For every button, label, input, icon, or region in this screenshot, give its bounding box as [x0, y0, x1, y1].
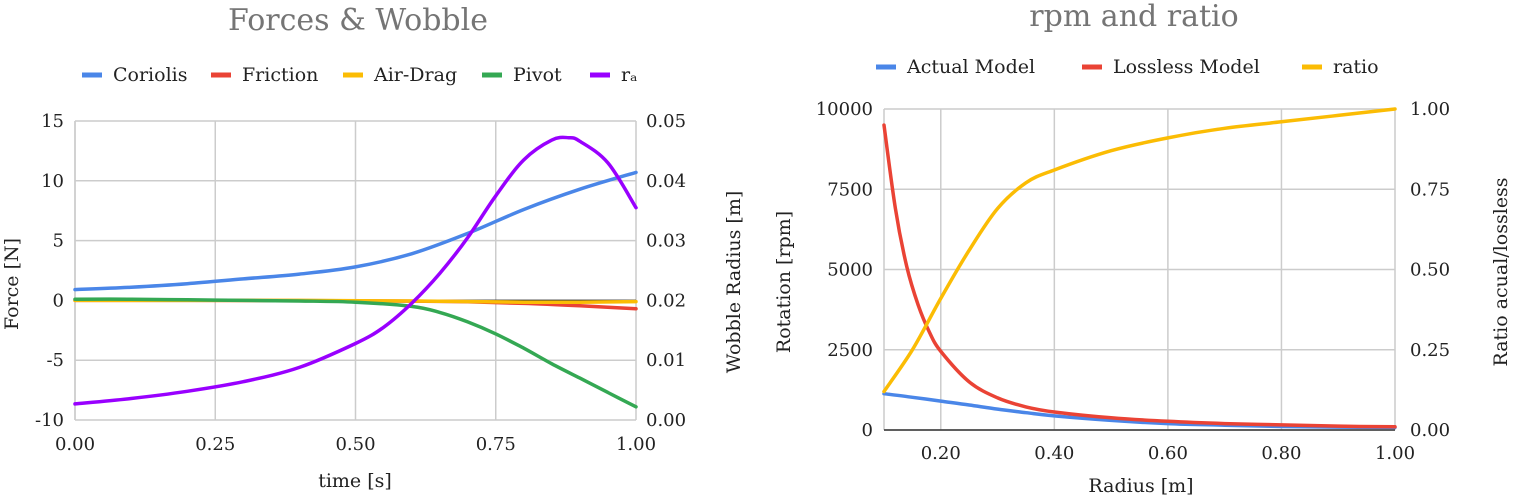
y2-tick-label: 0.04 — [646, 171, 686, 192]
rpm-ratio-chart: rpm and ratio Actual Model Lossless Model… — [773, 0, 1512, 496]
legend-label-actual-model: Actual Model — [906, 56, 1035, 78]
legend: Coriolis Friction Air-Drag Pivot rₐ — [82, 64, 637, 86]
y2-tick-label: 0.02 — [646, 290, 686, 311]
y-tick-label: 0 — [53, 290, 64, 311]
legend-label-air-drag: Air-Drag — [373, 64, 457, 86]
y-tick-label: -10 — [35, 410, 64, 431]
y-tick-label: 5000 — [827, 260, 873, 281]
x-tick-label: 0.80 — [1261, 443, 1301, 464]
x-axis-label: Radius [m] — [1088, 475, 1193, 496]
x-tick-label: 0.50 — [335, 434, 375, 455]
legend-label-coriolis: Coriolis — [113, 64, 187, 86]
y-tick-label: 5 — [53, 231, 64, 252]
x-tick-label: 0.40 — [1034, 443, 1074, 464]
legend-label-friction: Friction — [242, 64, 318, 86]
series-line-pivot — [73, 297, 638, 409]
x-tick-label: 0.25 — [195, 434, 235, 455]
y2-tick-label: 0.75 — [1410, 179, 1450, 200]
y-tick-label: 15 — [41, 111, 64, 132]
series-line-lossless-model — [882, 123, 1397, 429]
x-tick-label: 0.20 — [921, 443, 961, 464]
y2-tick-label: 0.00 — [1410, 420, 1450, 441]
forces-wobble-chart: Forces & Wobble Coriolis Friction Air-Drag… — [1, 3, 745, 492]
legend-label-pivot: Pivot — [513, 64, 562, 86]
y2-tick-label: 0.03 — [646, 231, 686, 252]
y2-axis-label: Ratio acual/lossless — [1490, 177, 1512, 366]
legend-label-r: rₐ — [621, 64, 637, 86]
y-tick-label: 0 — [862, 420, 873, 441]
legend-label-ratio: ratio — [1333, 56, 1379, 78]
tick-labels: 0.20 0.40 0.60 0.80 1.00 0 2500 5000 7500 10000 0.… — [816, 99, 1450, 464]
y2-tick-label: 1.00 — [1410, 99, 1450, 120]
x-tick-label: 1.00 — [1375, 443, 1415, 464]
gridlines — [883, 108, 1396, 431]
y-tick-label: 10000 — [816, 99, 873, 120]
chart-title: rpm and ratio — [1029, 0, 1238, 34]
x-tick-label: 0.75 — [476, 434, 516, 455]
y2-tick-label: 0.01 — [646, 350, 686, 371]
y2-tick-label: 0.00 — [646, 410, 686, 431]
x-tick-label: 0.60 — [1148, 443, 1188, 464]
series-line-r — [73, 135, 638, 406]
y2-tick-label: 0.05 — [646, 111, 686, 132]
y2-tick-label: 0.50 — [1410, 260, 1450, 281]
x-axis-label: time [s] — [318, 470, 392, 492]
x-tick-label: 0.00 — [55, 434, 95, 455]
y2-tick-label: 0.25 — [1410, 340, 1450, 361]
y2-axis-label: Wobble Radius [m] — [723, 191, 745, 374]
y-tick-label: 10 — [41, 171, 64, 192]
chart-title: Forces & Wobble — [228, 3, 488, 38]
plot-area — [73, 135, 638, 409]
gridlines — [74, 120, 637, 421]
legend: Actual Model Lossless Model ratio — [876, 56, 1379, 78]
y-axis-label: Force [N] — [1, 238, 23, 330]
series-line-ratio — [882, 107, 1397, 394]
series-line-actual-model — [882, 391, 1397, 430]
y-tick-label: 7500 — [827, 179, 873, 200]
y-tick-label: 2500 — [827, 340, 873, 361]
plot-area — [882, 107, 1397, 430]
x-tick-label: 1.00 — [616, 434, 656, 455]
y-tick-label: -5 — [46, 350, 64, 371]
series-line-coriolis — [73, 170, 638, 292]
tick-labels: 0.00 0.25 0.50 0.75 1.00 -10 -5 0 5 10 15 0.00 0.01 0… — [35, 111, 686, 455]
legend-label-lossless-model: Lossless Model — [1113, 56, 1260, 78]
y-axis-label: Rotation [rpm] — [773, 211, 795, 353]
